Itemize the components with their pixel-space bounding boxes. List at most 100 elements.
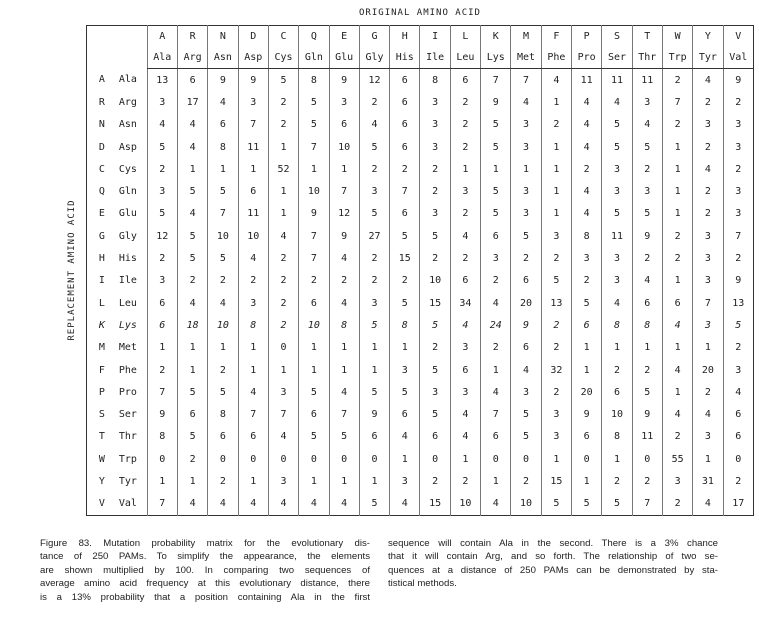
matrix-cell: 3 [601,247,633,270]
matrix-cell: 1 [176,158,208,181]
matrix-cell: 17 [722,492,754,516]
matrix-row: I Ile 3 2 2 2 2 2 2 2 2 10 6 2 6 5 2 3 4 1 3 9 [87,269,754,292]
caption-column: Figure 83. Mutation probability matrix f… [40,537,370,604]
matrix-cell: 3 [419,113,451,136]
caption-line: Figure 83. Mutation probability matrix f… [40,538,370,549]
matrix-cell: 2 [692,91,724,114]
matrix-cell: 9 [328,68,360,92]
matrix-cell: 11 [601,225,633,248]
column-code: W [661,25,693,46]
column-name: Phe [540,46,572,69]
matrix-cell: 2 [510,470,542,493]
caption-line: is a 13% probability that a position con… [40,591,370,603]
matrix-cell: 2 [661,68,693,92]
matrix-cell: 0 [207,448,239,471]
matrix-cell: 1 [358,470,390,493]
matrix-cell: 6 [389,202,420,226]
matrix-cell: 3 [722,135,754,159]
matrix-cell: 1 [328,158,360,181]
matrix-cell: 4 [237,381,269,404]
matrix-cell: 1 [298,336,329,359]
matrix-cell: 2 [358,247,390,270]
matrix-cell: 8 [601,425,633,449]
row-name: Ile [118,275,137,287]
matrix-cell: 2 [480,336,511,359]
matrix-cell: 7 [510,68,542,92]
matrix-cell: 1 [570,358,602,382]
corner-cell [87,26,148,69]
matrix-row: M Met 1 1 1 1 0 1 1 1 1 2 3 2 6 2 1 1 1 1 1 2 [87,336,754,359]
column-code: G [358,25,390,46]
matrix-cell: 4 [661,314,693,337]
column-code: V [722,25,754,46]
row-code: R [98,96,105,108]
column-name: Asn [207,46,239,69]
matrix-cell: 1 [510,158,542,181]
matrix-cell: 3 [267,381,299,404]
row-code: I [98,275,105,287]
matrix-cell: 6 [631,291,663,315]
matrix-cell: 5 [328,425,360,449]
matrix-cell: 3 [389,358,420,382]
matrix-cell: 4 [176,202,208,226]
matrix-cell: 5 [207,247,239,270]
row-name: Thr [118,431,137,443]
matrix-cell: 8 [207,135,239,159]
row-name: Leu [118,297,137,309]
matrix-cell: 5 [419,225,451,248]
matrix-cell: 1 [358,358,390,382]
column-code: F [540,25,572,46]
matrix-cell: 5 [570,291,602,315]
matrix-cell: 5 [510,225,542,248]
matrix-cell: 4 [480,291,511,315]
matrix-cell: 9 [207,68,239,92]
caption-line: are shown multiplied by 100. In comparin… [40,564,370,576]
matrix-cell: 2 [146,247,178,270]
matrix-cell: 3 [601,158,633,181]
matrix-cell: 3 [449,336,481,359]
column-code: P [570,25,602,46]
matrix-cell: 1 [328,470,360,493]
matrix-cell: 4 [510,358,542,382]
column-name: His [389,46,420,69]
matrix-cell: 3 [419,135,451,159]
matrix-cell: 6 [298,291,329,315]
matrix-cell: 11 [570,68,602,92]
matrix-cell: 5 [207,381,239,404]
column-name: Glu [328,46,360,69]
matrix-cell: 5 [510,425,542,449]
matrix-row: P Pro 7 5 5 4 3 5 4 5 5 3 3 4 3 2 20 6 5 1 2 4 [87,381,754,404]
row-code: C [98,163,105,175]
matrix-cell: 4 [449,425,481,449]
matrix-cell: 1 [661,180,693,203]
matrix-cell: 4 [358,113,390,136]
column-name: Leu [449,46,481,69]
row-name: Ser [118,409,137,421]
matrix-cell: 5 [176,381,208,404]
matrix-cell: 2 [661,247,693,270]
matrix-cell: 2 [419,180,451,203]
matrix-cell: 4 [601,291,633,315]
matrix-cell: 5 [176,180,208,203]
matrix-cell: 8 [601,314,633,337]
row-name: Val [118,498,137,510]
matrix-row: T Thr 8 5 6 6 4 5 5 6 4 6 4 6 5 3 6 8 11 2 3 6 [87,425,754,449]
row-code: H [98,253,105,265]
matrix-cell: 2 [237,269,269,292]
matrix-cell: 6 [389,68,420,92]
matrix-cell: 5 [146,135,178,159]
matrix-cell: 4 [570,180,602,203]
matrix-cell: 1 [661,336,693,359]
row-name: Cys [118,163,137,175]
matrix-cell: 1 [176,470,208,493]
matrix-cell: 9 [510,314,542,337]
row-name: Arg [118,96,137,108]
column-code: Y [692,25,724,46]
matrix-cell: 5 [419,314,451,337]
matrix-cell: 0 [358,448,390,471]
matrix-cell: 3 [692,247,724,270]
matrix-cell: 11 [631,425,663,449]
matrix-row: R Arg 3 17 4 3 2 5 3 2 6 3 2 9 4 1 4 4 3 7 2 2 [87,91,754,114]
column-name: Met [510,46,542,69]
matrix-cell: 6 [722,425,754,449]
